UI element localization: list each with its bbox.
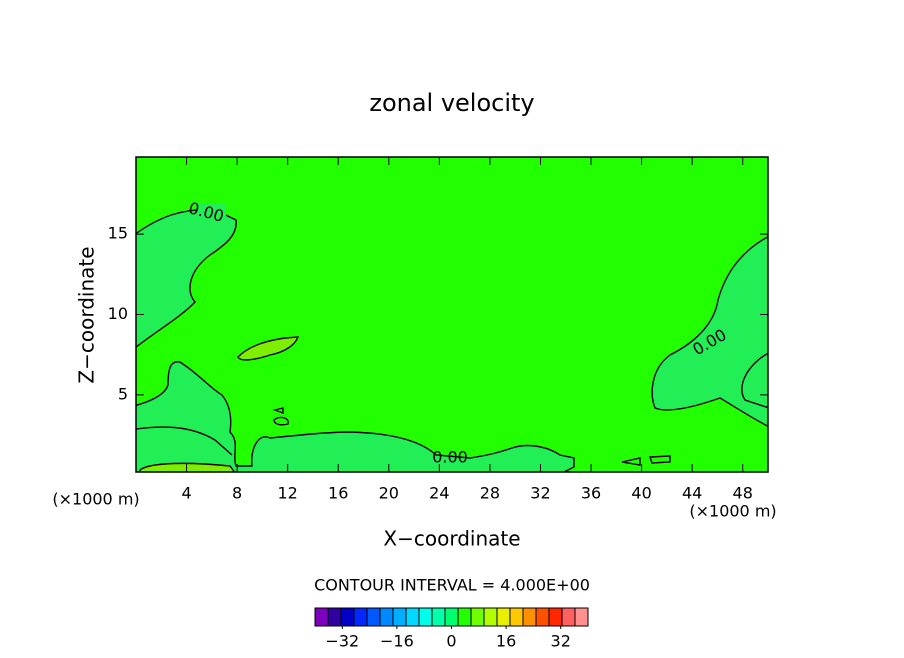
x-tick-label: 12 bbox=[278, 484, 298, 503]
colorbar-box bbox=[457, 607, 472, 627]
x-axis-label: X−coordinate bbox=[383, 527, 520, 551]
colorbar-box bbox=[470, 607, 485, 627]
colorbar-box bbox=[314, 607, 329, 627]
colorbar-box bbox=[535, 607, 550, 627]
contour-line bbox=[136, 426, 233, 456]
colorbar-box bbox=[340, 607, 355, 627]
colorbar-box bbox=[509, 607, 524, 627]
colorbar-box bbox=[574, 607, 589, 627]
colorbar-tick-label: −16 bbox=[380, 632, 414, 651]
label-bg bbox=[196, 203, 226, 221]
contour-interval: CONTOUR INTERVAL = 4.000E+00 bbox=[314, 576, 590, 595]
colorbar-box bbox=[327, 607, 342, 627]
chart-title: zonal velocity bbox=[369, 89, 534, 117]
x-tick-label: 16 bbox=[328, 484, 348, 503]
x-tick-label: 28 bbox=[480, 484, 500, 503]
x-unit: (×1000 m) bbox=[52, 490, 139, 509]
colorbar-tick-label: 32 bbox=[551, 632, 571, 651]
colorbar-box bbox=[522, 607, 537, 627]
contour-region bbox=[136, 208, 237, 349]
colorbar-tick-label: 0 bbox=[446, 632, 456, 651]
colorbar-box bbox=[353, 607, 368, 627]
y-axis-label: Z−coordinate bbox=[75, 246, 99, 383]
x-unit: (×1000 m) bbox=[689, 502, 776, 521]
x-tick-label: 24 bbox=[429, 484, 449, 503]
colorbar-box bbox=[483, 607, 498, 627]
colorbar-box bbox=[418, 607, 433, 627]
x-tick-label: 48 bbox=[733, 484, 753, 503]
colorbar-box bbox=[405, 607, 420, 627]
colorbar-box bbox=[379, 607, 394, 627]
y-tick-label: 15 bbox=[108, 224, 128, 243]
x-tick-label: 36 bbox=[581, 484, 601, 503]
colorbar-box bbox=[548, 607, 563, 627]
x-tick-label: 40 bbox=[631, 484, 651, 503]
colorbar-tick-label: −32 bbox=[325, 632, 359, 651]
colorbar-box bbox=[496, 607, 511, 627]
colorbar-box bbox=[392, 607, 407, 627]
contour-region bbox=[139, 462, 236, 472]
contour-region bbox=[136, 361, 575, 472]
x-tick-label: 44 bbox=[682, 484, 702, 503]
colorbar-box bbox=[444, 607, 459, 627]
x-tick-label: 4 bbox=[181, 484, 191, 503]
contours bbox=[136, 208, 768, 472]
x-tick-label: 20 bbox=[379, 484, 399, 503]
field bbox=[136, 157, 768, 472]
y-tick-label: 10 bbox=[108, 304, 128, 323]
contour-region bbox=[651, 235, 768, 428]
colorbar-box bbox=[431, 607, 446, 627]
colorbar-box bbox=[561, 607, 576, 627]
x-tick-label: 8 bbox=[232, 484, 242, 503]
contour-region bbox=[237, 336, 300, 361]
y-tick-label: 5 bbox=[118, 384, 128, 403]
contour-line bbox=[741, 352, 768, 409]
contour-label: 0.00 bbox=[432, 448, 468, 467]
x-tick-label: 32 bbox=[530, 484, 550, 503]
colorbar-tick-label: 16 bbox=[496, 632, 516, 651]
contour-line bbox=[272, 407, 671, 466]
colorbar-box bbox=[366, 607, 381, 627]
